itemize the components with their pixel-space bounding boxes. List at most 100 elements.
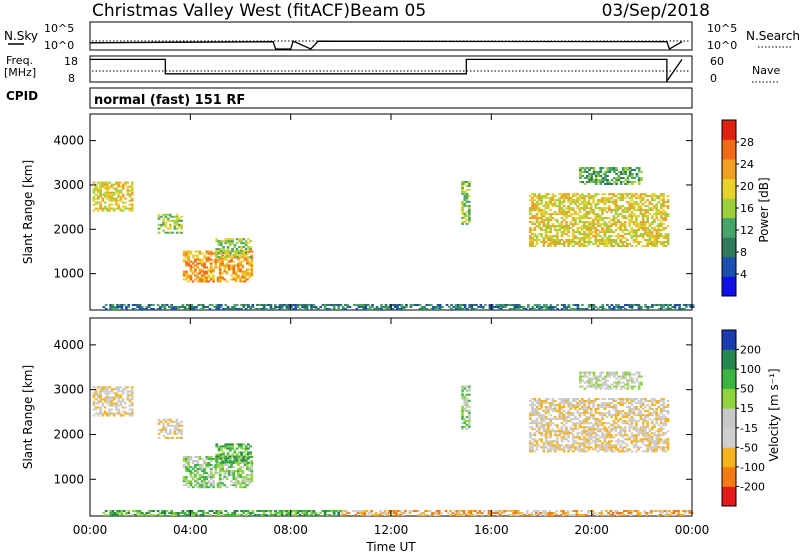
velocity-cell bbox=[605, 428, 609, 431]
velocity-cell bbox=[648, 442, 652, 445]
velocity-cell bbox=[487, 512, 491, 514]
power-cell bbox=[108, 185, 111, 188]
velocity-cell bbox=[648, 438, 652, 441]
power-cell bbox=[400, 308, 404, 310]
power-cell bbox=[592, 304, 596, 306]
power-cell bbox=[185, 270, 188, 273]
power-cell bbox=[222, 246, 225, 249]
power-cell bbox=[241, 280, 245, 283]
velocity-cell bbox=[610, 434, 613, 437]
velocity-cell bbox=[666, 400, 670, 402]
velocity-cell bbox=[625, 510, 628, 512]
power-cell bbox=[562, 199, 566, 202]
velocity-cell bbox=[247, 510, 250, 512]
power-cell bbox=[126, 185, 130, 188]
power-cell bbox=[613, 181, 616, 183]
velocity-cell bbox=[531, 438, 534, 441]
power-cell bbox=[256, 308, 259, 310]
power-cell bbox=[585, 225, 589, 228]
power-cell bbox=[603, 241, 607, 243]
velocity-cell bbox=[580, 514, 583, 516]
power-cell bbox=[119, 191, 123, 194]
power-cell bbox=[121, 205, 125, 208]
velocity-cell bbox=[562, 398, 566, 400]
power-cell bbox=[605, 237, 609, 240]
power-cell bbox=[240, 250, 243, 253]
velocity-cell bbox=[159, 512, 162, 514]
velocity-cell bbox=[544, 412, 548, 415]
velocity-cell bbox=[574, 448, 577, 451]
power-cell bbox=[669, 308, 672, 310]
velocity-cell bbox=[596, 398, 600, 400]
velocity-cell bbox=[121, 410, 125, 413]
velocity-cell bbox=[637, 410, 640, 413]
power-cell bbox=[533, 239, 537, 241]
power-cell bbox=[244, 254, 248, 257]
power-cell bbox=[493, 306, 496, 308]
velocity-cell bbox=[662, 414, 665, 417]
power-cell bbox=[583, 205, 586, 208]
velocity-cell bbox=[574, 442, 577, 445]
power-cell bbox=[425, 304, 429, 306]
power-cell bbox=[603, 308, 607, 310]
power-cell bbox=[606, 171, 609, 173]
power-cell bbox=[517, 306, 521, 308]
velocity-cell bbox=[92, 408, 96, 411]
power-cell bbox=[219, 304, 223, 306]
power-cell bbox=[195, 308, 198, 310]
velocity-cell bbox=[587, 426, 591, 429]
velocity-cell bbox=[247, 453, 250, 456]
power-cell bbox=[691, 304, 695, 306]
power-cell bbox=[241, 256, 245, 259]
power-cell bbox=[274, 308, 277, 310]
figure-title: Christmas Valley West (fitACF) bbox=[92, 1, 350, 21]
power-colorbar-tick-label: 16 bbox=[740, 202, 754, 215]
velocity-cell bbox=[94, 402, 98, 405]
velocity-cell bbox=[392, 512, 396, 514]
velocity-cell bbox=[249, 451, 252, 454]
power-cell bbox=[601, 231, 604, 234]
velocity-cell bbox=[370, 512, 373, 514]
power-cell bbox=[637, 229, 640, 232]
velocity-cell bbox=[657, 442, 661, 445]
velocity-cell bbox=[562, 416, 566, 419]
power-cell bbox=[535, 205, 539, 208]
velocity-cell bbox=[630, 440, 634, 443]
power-cell bbox=[556, 229, 559, 232]
power-cell bbox=[312, 304, 316, 306]
velocity-cell bbox=[556, 442, 559, 445]
power-cell bbox=[655, 209, 659, 212]
power-cell bbox=[303, 308, 307, 310]
velocity-cell bbox=[588, 377, 591, 380]
velocity-cell bbox=[583, 432, 586, 435]
power-cell bbox=[637, 205, 640, 208]
velocity-cell bbox=[602, 514, 606, 516]
velocity-cell bbox=[592, 377, 596, 380]
power-cell bbox=[567, 235, 570, 238]
power-cell bbox=[592, 195, 595, 198]
velocity-cell bbox=[187, 480, 190, 483]
velocity-cell bbox=[178, 424, 181, 427]
power-cell bbox=[513, 308, 517, 310]
velocity-cell bbox=[248, 478, 251, 481]
velocity-cell bbox=[249, 512, 252, 514]
velocity-cell bbox=[196, 468, 200, 471]
velocity-cell bbox=[189, 466, 193, 469]
velocity-cell bbox=[614, 408, 618, 410]
power-cell bbox=[110, 191, 114, 194]
velocity-cell bbox=[191, 462, 195, 464]
power-cell bbox=[423, 308, 426, 310]
velocity-cell bbox=[185, 476, 188, 479]
power-cell bbox=[565, 229, 568, 232]
power-cell bbox=[427, 304, 431, 306]
power-cell bbox=[646, 219, 649, 222]
power-cell bbox=[549, 231, 552, 234]
power-cell bbox=[131, 308, 135, 310]
power-cell bbox=[438, 308, 442, 310]
velocity-cell bbox=[588, 373, 591, 376]
velocity-cell bbox=[103, 410, 107, 413]
power-cell bbox=[617, 215, 620, 218]
velocity-cell bbox=[461, 407, 464, 410]
velocity-cell bbox=[537, 512, 540, 514]
velocity-cell bbox=[157, 420, 161, 423]
